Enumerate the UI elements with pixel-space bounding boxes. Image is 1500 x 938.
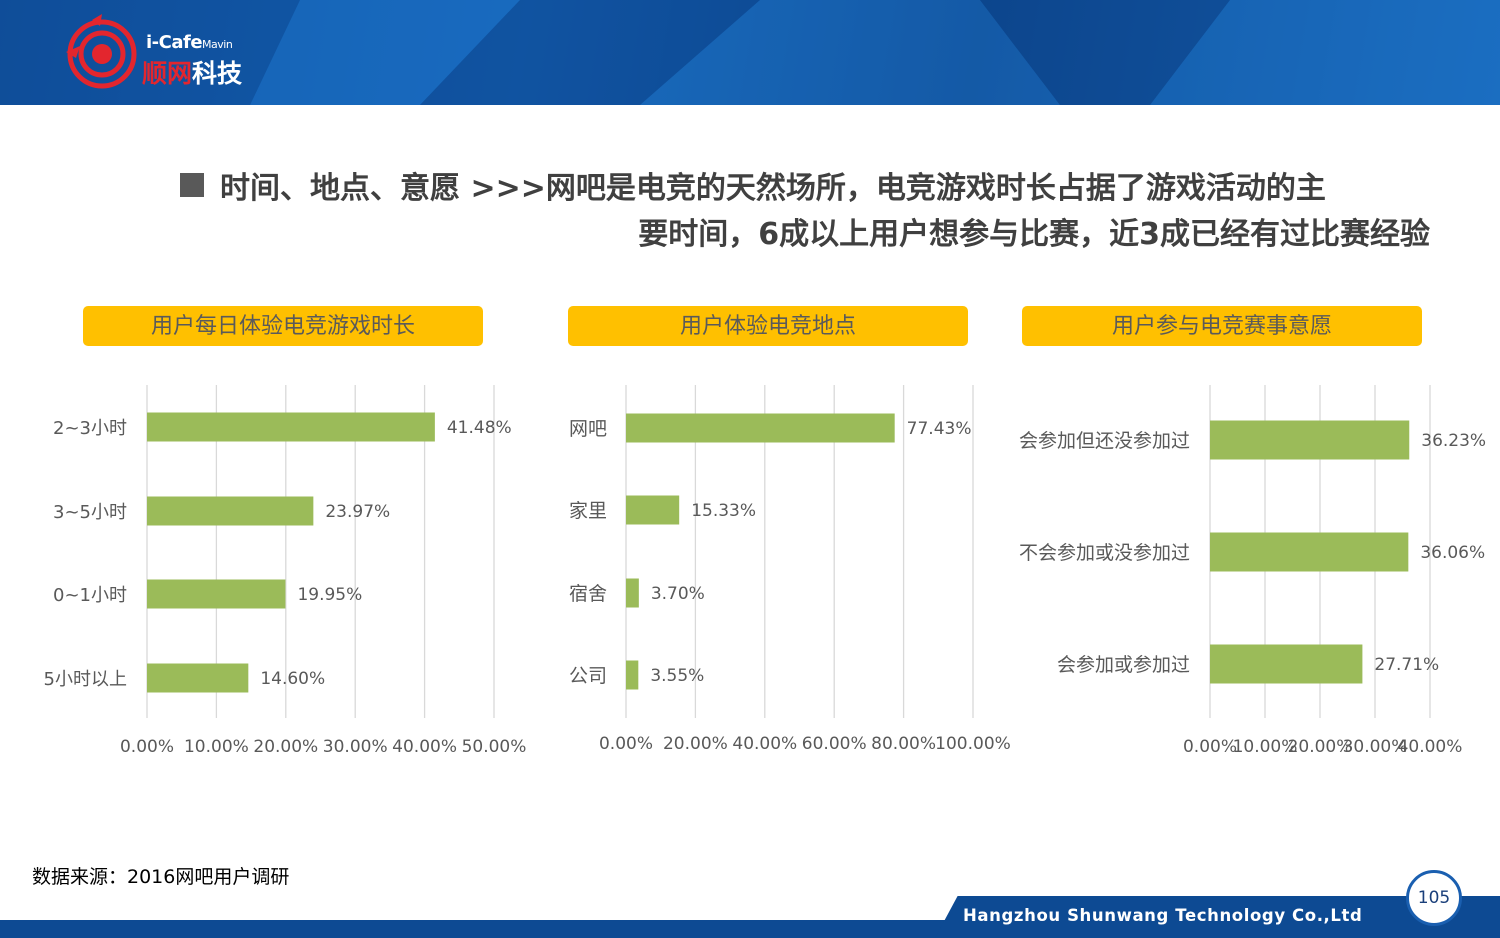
x-tick-label: 0.00%	[1183, 737, 1237, 757]
brand-english: i-CafeMavin	[146, 32, 233, 53]
data-label: 27.71%	[1374, 655, 1439, 675]
x-tick-label: 30.00%	[1343, 737, 1408, 757]
bar	[626, 660, 639, 690]
brand-chinese: 顺网科技	[142, 59, 243, 88]
category-label: 公司	[569, 665, 607, 687]
data-label: 19.95%	[297, 585, 362, 605]
category-label: 会参加但还没参加过	[1019, 430, 1190, 452]
data-label: 36.23%	[1421, 431, 1486, 451]
x-tick-label: 10.00%	[1233, 737, 1298, 757]
bar	[147, 663, 249, 693]
data-label: 77.43%	[907, 419, 972, 439]
panel-heading-location: 用户体验电竞地点	[568, 306, 968, 346]
bar	[147, 496, 314, 526]
data-label: 41.48%	[447, 418, 512, 438]
category-label: 宿舍	[569, 583, 607, 605]
x-tick-label: 100.00%	[935, 734, 1011, 754]
banner-background	[0, 0, 1500, 105]
x-tick-label: 20.00%	[253, 737, 318, 757]
category-label: 网吧	[569, 418, 607, 440]
x-tick-label: 40.00%	[392, 737, 457, 757]
x-tick-label: 60.00%	[802, 734, 867, 754]
data-label: 15.33%	[691, 501, 756, 521]
bar	[147, 412, 435, 442]
x-tick-label: 10.00%	[184, 737, 249, 757]
bar	[147, 579, 286, 609]
x-tick-label: 40.00%	[732, 734, 797, 754]
bar	[1210, 644, 1363, 684]
data-label: 23.97%	[325, 502, 390, 522]
company-logo: i-CafeMavin 顺网科技	[62, 12, 292, 92]
panel-heading-duration: 用户每日体验电竞游戏时长	[83, 306, 483, 346]
x-tick-label: 20.00%	[663, 734, 728, 754]
header-banner: i-CafeMavin 顺网科技	[0, 0, 1500, 105]
page-number: 105	[1406, 870, 1462, 926]
panel-heading-willingness: 用户参与电竞赛事意愿	[1022, 306, 1422, 346]
x-tick-label: 0.00%	[120, 737, 174, 757]
category-label: 不会参加或没参加过	[1019, 542, 1190, 564]
data-label: 36.06%	[1420, 543, 1485, 563]
category-label: 家里	[569, 500, 607, 522]
category-label: 会参加或参加过	[1057, 654, 1190, 676]
footer-band	[935, 896, 1500, 938]
footer-company-name: Hangzhou Shunwang Technology Co.,Ltd	[963, 906, 1363, 925]
title-bullet-icon	[180, 173, 204, 197]
x-tick-label: 80.00%	[871, 734, 936, 754]
category-label: 5小时以上	[44, 669, 127, 690]
category-label: 3~5小时	[53, 502, 127, 523]
bar	[626, 578, 639, 608]
data-label: 3.70%	[651, 584, 705, 604]
data-label: 3.55%	[650, 666, 704, 686]
category-label: 2~3小时	[53, 418, 127, 439]
x-tick-label: 20.00%	[1288, 737, 1353, 757]
bar	[1210, 420, 1410, 460]
x-tick-label: 30.00%	[323, 737, 388, 757]
bar	[626, 495, 680, 525]
x-tick-label: 50.00%	[462, 737, 527, 757]
bar	[1210, 532, 1409, 572]
title-line-2: 要时间，6成以上用户想参与比赛，近3成已经有过比赛经验	[638, 217, 1430, 252]
data-label: 14.60%	[260, 669, 325, 689]
target-logo-icon	[66, 14, 137, 89]
category-label: 0~1小时	[53, 585, 127, 606]
title-line-1: 时间、地点、意愿 >>>网吧是电竞的天然场所，电竞游戏时长占据了游戏活动的主	[220, 171, 1326, 206]
x-tick-label: 40.00%	[1398, 737, 1463, 757]
data-source-note: 数据来源：2016网吧用户调研	[32, 866, 290, 888]
bar	[626, 413, 895, 443]
x-tick-label: 0.00%	[599, 734, 653, 754]
